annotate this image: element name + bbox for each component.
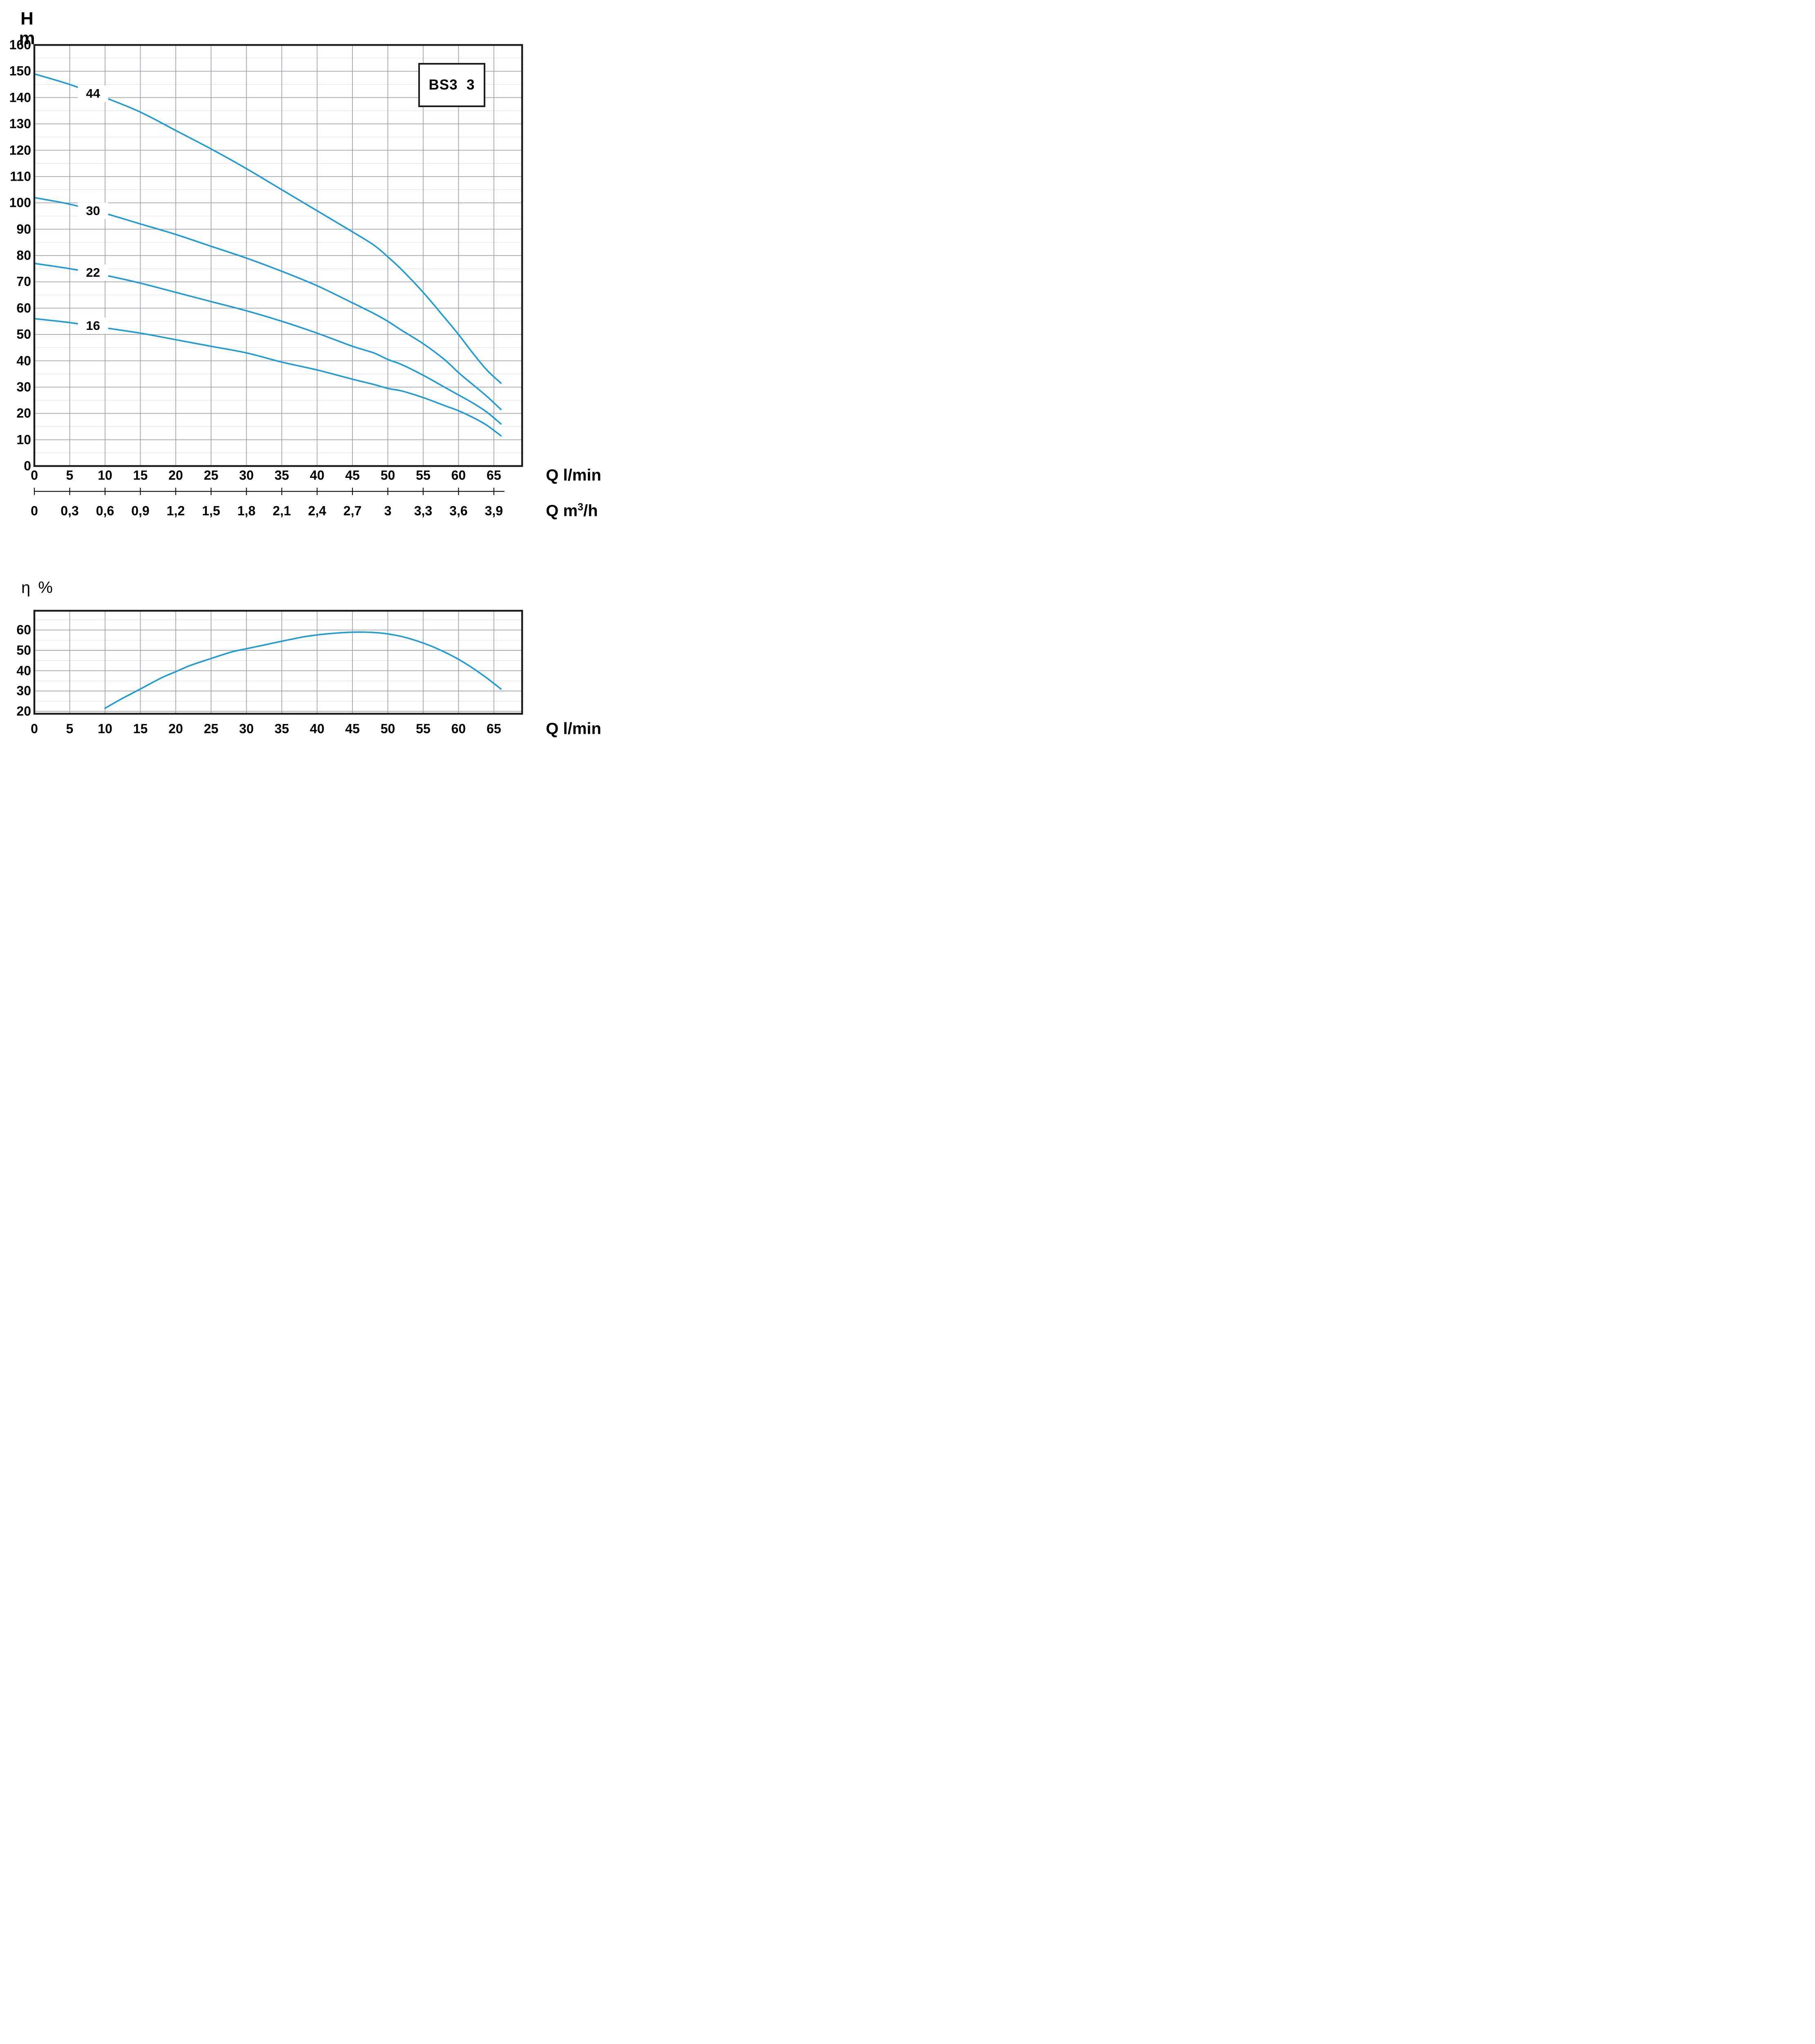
head-x-tick-m3h-2,4: 2,4 (308, 503, 326, 518)
head-x-tick-lmin-60: 60 (451, 468, 466, 483)
eff-chart-y-axis-title: η % (21, 578, 54, 597)
eff-x-tick-60: 60 (451, 721, 466, 736)
m3h-superscript: 3 (577, 502, 583, 513)
head-x-tick-lmin-25: 25 (204, 468, 219, 483)
head-x-tick-m3h-0,6: 0,6 (96, 503, 114, 518)
eff-y-tick-30: 30 (16, 683, 31, 698)
curve-22 (34, 262, 502, 425)
head-x-tick-lmin-30: 30 (239, 468, 254, 483)
eff-x-tick-5: 5 (66, 721, 74, 736)
curve-label-16: 16 (86, 318, 100, 333)
eff-x-tick-45: 45 (345, 721, 360, 736)
plot-border (33, 610, 523, 715)
curve-label-mask-44 (78, 85, 108, 102)
head-x-tick-lmin-50: 50 (380, 468, 395, 483)
head-y-tick-50: 50 (16, 327, 31, 342)
curve-label-mask-30 (78, 202, 108, 219)
head-x-tick-m3h-3,6: 3,6 (449, 503, 468, 518)
curve-label-mask-22 (78, 264, 108, 281)
head-x-tick-lmin-0: 0 (31, 468, 38, 483)
curve-label-30: 30 (86, 203, 100, 218)
eff-x-tick-20: 20 (168, 721, 183, 736)
head-chart-y-axis-title-h: H (20, 9, 34, 29)
eff-y-tick-60: 60 (16, 622, 31, 637)
head-x-tick-lmin-20: 20 (168, 468, 183, 483)
eff-chart-x-axis-title: Q l/min (546, 719, 601, 738)
head-x-tick-m3h-0,3: 0,3 (61, 503, 79, 518)
head-y-tick-80: 80 (16, 248, 31, 263)
head-x-tick-lmin-10: 10 (98, 468, 112, 483)
eff-x-tick-25: 25 (204, 721, 219, 736)
head-chart-x-axis-title-lmin: Q l/min (546, 466, 601, 484)
model-label-box: BS3 3 (418, 63, 485, 107)
eff-y-tick-20: 20 (16, 704, 31, 719)
head-x-tick-lmin-5: 5 (66, 468, 74, 483)
head-x-tick-lmin-45: 45 (345, 468, 360, 483)
eff-x-tick-55: 55 (416, 721, 431, 736)
head-x-tick-m3h-1,5: 1,5 (202, 503, 220, 518)
head-x-tick-m3h-0,9: 0,9 (131, 503, 150, 518)
head-x-tick-m3h-0: 0 (31, 503, 38, 518)
head-x-tick-lmin-35: 35 (274, 468, 289, 483)
curve-eta (104, 631, 502, 709)
head-y-tick-150: 150 (9, 63, 31, 78)
eff-x-tick-30: 30 (239, 721, 254, 736)
eff-x-tick-15: 15 (133, 721, 148, 736)
head-y-tick-60: 60 (16, 300, 31, 316)
head-chart-y-axis-title-m: m (19, 28, 35, 48)
head-x-tick-lmin-65: 65 (487, 468, 501, 483)
head-y-tick-0: 0 (24, 458, 31, 473)
curve-label-44: 44 (86, 86, 100, 101)
head-x-tick-m3h-2,1: 2,1 (272, 503, 291, 518)
eff-x-tick-50: 50 (380, 721, 395, 736)
plot-border (33, 44, 523, 467)
eff-x-tick-40: 40 (310, 721, 325, 736)
eff-y-tick-50: 50 (16, 643, 31, 658)
head-y-tick-140: 140 (9, 90, 31, 105)
head-chart-y-axis-title: H m (12, 9, 42, 48)
head-y-tick-30: 30 (16, 379, 31, 394)
curve-16 (34, 318, 502, 437)
head-x-tick-m3h-1,8: 1,8 (237, 503, 256, 518)
head-y-tick-100: 100 (9, 195, 31, 210)
head-y-tick-130: 130 (9, 116, 31, 131)
curve-label-mask-16 (78, 317, 108, 334)
curve-44 (34, 73, 502, 384)
head-curves-chart (33, 44, 523, 495)
head-x-tick-lmin-15: 15 (133, 468, 148, 483)
curve-label-22: 22 (86, 265, 100, 280)
head-y-tick-110: 110 (10, 169, 31, 184)
eff-x-tick-10: 10 (98, 721, 112, 736)
head-y-tick-10: 10 (16, 432, 31, 447)
pump-curve-sheet: H m BS3 3 Q l/min Q m3/h η % Q l/min 0 10… (0, 0, 605, 747)
head-x-tick-m3h-3: 3 (384, 503, 392, 518)
head-y-tick-120: 120 (9, 143, 31, 157)
head-chart-x-axis-title-m3h: Q m3/h (546, 502, 598, 520)
head-y-tick-70: 70 (16, 274, 31, 289)
model-label: BS3 3 (429, 77, 475, 93)
head-x-tick-lmin-40: 40 (310, 468, 325, 483)
head-x-tick-lmin-55: 55 (416, 468, 431, 483)
head-y-tick-90: 90 (16, 222, 31, 237)
eff-x-tick-65: 65 (487, 721, 501, 736)
head-y-tick-40: 40 (16, 353, 31, 368)
eff-x-tick-35: 35 (274, 721, 289, 736)
curve-30 (34, 197, 502, 410)
head-x-tick-m3h-3,9: 3,9 (485, 503, 503, 518)
efficiency-chart (33, 610, 523, 715)
head-y-tick-160: 160 (9, 37, 31, 52)
eff-y-tick-40: 40 (16, 663, 31, 678)
head-x-tick-m3h-3,3: 3,3 (414, 503, 433, 518)
head-x-tick-m3h-2,7: 2,7 (343, 503, 362, 518)
head-x-tick-m3h-1,2: 1,2 (166, 503, 185, 518)
eff-x-tick-0: 0 (31, 721, 38, 736)
head-y-tick-20: 20 (16, 406, 31, 421)
